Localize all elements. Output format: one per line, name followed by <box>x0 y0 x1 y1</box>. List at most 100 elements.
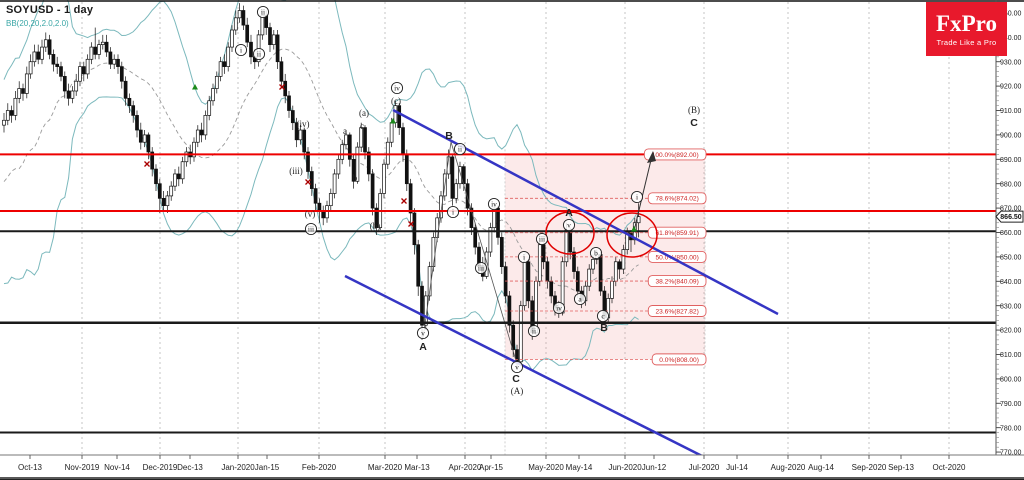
svg-text:Jul-2020: Jul-2020 <box>689 463 720 472</box>
svg-text:v: v <box>567 221 571 230</box>
svg-text:Sep-13: Sep-13 <box>888 463 914 472</box>
svg-text:Jan-2020: Jan-2020 <box>221 463 255 472</box>
symbol-title: SOYUSD - 1 day <box>6 4 94 16</box>
svg-text:810.00: 810.00 <box>1000 352 1022 359</box>
svg-text:Oct-2020: Oct-2020 <box>933 463 966 472</box>
svg-text:B: B <box>600 322 608 334</box>
svg-text:(v): (v) <box>305 209 316 219</box>
svg-text:iii: iii <box>539 235 545 244</box>
svg-text:(c): (c) <box>391 96 401 106</box>
horizontal-lines[interactable] <box>0 153 996 434</box>
svg-text:iii: iii <box>308 225 314 234</box>
svg-text:930.00: 930.00 <box>1000 59 1022 66</box>
svg-text:v: v <box>421 329 425 338</box>
svg-text:Oct-13: Oct-13 <box>18 463 43 472</box>
svg-text:900.00: 900.00 <box>1000 133 1022 140</box>
svg-text:ii: ii <box>257 50 261 59</box>
svg-text:870.00: 870.00 <box>1000 206 1022 213</box>
svg-text:780.00: 780.00 <box>1000 425 1022 432</box>
svg-text:770.00: 770.00 <box>1000 450 1022 457</box>
svg-text:iv: iv <box>491 200 497 209</box>
svg-text:Dec-2019: Dec-2019 <box>143 463 178 472</box>
svg-text:920.00: 920.00 <box>1000 84 1022 91</box>
svg-text:23.6%(827.82): 23.6%(827.82) <box>656 308 699 315</box>
svg-text:i: i <box>636 193 638 202</box>
svg-text:c: c <box>360 121 364 131</box>
svg-text:(b): (b) <box>370 221 381 231</box>
svg-text:Dec-13: Dec-13 <box>177 463 203 472</box>
svg-text:ii: ii <box>261 8 265 17</box>
svg-text:May-2020: May-2020 <box>528 463 564 472</box>
svg-text:Feb-2020: Feb-2020 <box>302 463 337 472</box>
current-price-tag: 866.50 <box>995 210 1024 223</box>
fxpro-logo: FxPro Trade Like a Pro <box>926 2 1007 56</box>
trendline[interactable] <box>344 274 715 464</box>
svg-text:iii: iii <box>478 264 484 273</box>
svg-text:B: B <box>445 130 453 142</box>
svg-text:ii: ii <box>532 327 536 336</box>
svg-text:Apr-2020: Apr-2020 <box>449 463 482 472</box>
svg-text:(iii): (iii) <box>289 166 303 176</box>
svg-text:790.00: 790.00 <box>1000 401 1022 408</box>
svg-text:Sep-2020: Sep-2020 <box>852 463 887 472</box>
svg-text:78.6%(874.02): 78.6%(874.02) <box>656 196 699 203</box>
svg-text:Jun-12: Jun-12 <box>642 463 667 472</box>
svg-text:(A): (A) <box>511 386 524 396</box>
svg-text:c: c <box>601 312 605 321</box>
time-axis[interactable]: Oct-13 Nov-2019 Nov-14 Dec-2019 Dec-13 Jan-20… <box>18 455 966 472</box>
svg-text:(iv): (iv) <box>297 119 310 129</box>
svg-text:Aug-14: Aug-14 <box>808 463 834 472</box>
price-axis[interactable]: 770.00 780.00 790.00 800.00 810.00 820.00 830.… <box>996 11 1022 457</box>
svg-text:850.00: 850.00 <box>1000 254 1022 261</box>
elliott-wave-labels[interactable]: (iv)(iii)(v)a c(a)b(b)(c)ABC(A)AB(B)C <box>289 96 700 396</box>
svg-text:840.00: 840.00 <box>1000 279 1022 286</box>
svg-text:b: b <box>353 173 358 183</box>
highlight-ellipses[interactable] <box>545 211 658 258</box>
svg-text:C: C <box>512 373 520 385</box>
svg-text:Jan-15: Jan-15 <box>255 463 280 472</box>
svg-text:A: A <box>419 341 427 353</box>
svg-text:a: a <box>578 295 582 304</box>
svg-text:A: A <box>565 207 573 219</box>
svg-text:Mar-13: Mar-13 <box>404 463 430 472</box>
svg-text:940.00: 940.00 <box>1000 35 1022 42</box>
svg-text:Jun-2020: Jun-2020 <box>608 463 642 472</box>
fxpro-logo-brand: FxPro <box>936 10 997 36</box>
svg-text:iv: iv <box>556 304 562 313</box>
svg-text:880.00: 880.00 <box>1000 181 1022 188</box>
indicator-legend[interactable]: BB(20,20,2.0,2.0) <box>6 19 69 28</box>
svg-text:v: v <box>515 363 519 372</box>
svg-text:890.00: 890.00 <box>1000 157 1022 164</box>
svg-text:820.00: 820.00 <box>1000 328 1022 335</box>
svg-text:Mar-2020: Mar-2020 <box>368 463 403 472</box>
signal-markers <box>144 84 637 232</box>
svg-text:0.0%(808.00): 0.0%(808.00) <box>659 357 699 364</box>
svg-text:Nov-2019: Nov-2019 <box>65 463 100 472</box>
svg-text:C: C <box>690 117 698 129</box>
svg-text:i: i <box>523 253 525 262</box>
svg-text:Aug-2020: Aug-2020 <box>771 463 806 472</box>
svg-text:38.2%(840.09): 38.2%(840.09) <box>656 278 699 285</box>
svg-text:50.0%(850.00): 50.0%(850.00) <box>656 254 699 261</box>
fibonacci-levels[interactable]: 100.0%(892.00) 78.6%(874.02) 61.8%(859.91)… <box>505 148 707 366</box>
svg-text:950.00: 950.00 <box>1000 11 1022 18</box>
svg-text:May-14: May-14 <box>566 463 593 472</box>
svg-text:i: i <box>452 208 454 217</box>
svg-text:ii: ii <box>458 145 462 154</box>
current-price-label: 866.50 <box>1000 214 1022 221</box>
svg-text:Nov-14: Nov-14 <box>104 463 130 472</box>
svg-text:61.8%(859.91): 61.8%(859.91) <box>656 230 699 237</box>
svg-text:800.00: 800.00 <box>1000 376 1022 383</box>
svg-text:(a): (a) <box>359 108 369 118</box>
svg-text:Apr-15: Apr-15 <box>479 463 504 472</box>
svg-text:860.00: 860.00 <box>1000 230 1022 237</box>
fxpro-logo-tagline: Trade Like a Pro <box>936 37 997 47</box>
svg-text:100.0%(892.00): 100.0%(892.00) <box>652 152 699 159</box>
svg-text:Jul-14: Jul-14 <box>726 463 748 472</box>
svg-text:910.00: 910.00 <box>1000 108 1022 115</box>
svg-text:b: b <box>594 249 598 258</box>
